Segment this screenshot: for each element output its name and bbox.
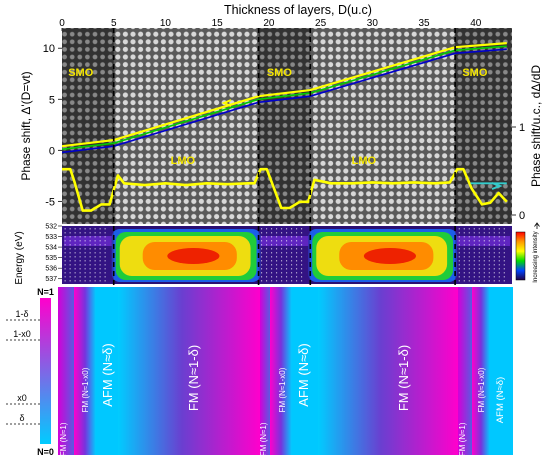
left-tick-label: -5 <box>45 196 55 208</box>
x-axis-ticks: 0 5 10 15 20 25 30 35 40 <box>59 18 482 31</box>
right-axis-title: Phase shift/u.c., dΔ/dD <box>529 65 543 187</box>
x-tick-label: 15 <box>212 18 224 29</box>
phase-band <box>472 287 490 455</box>
magnetic-phase-panel: AFM (N≈1) FM (N≈1-x0) AFM (N≈δ) FM (N≈1-δ) A… <box>58 287 513 461</box>
phase-shift-lines <box>62 42 507 154</box>
heat-smo-shade <box>62 226 114 284</box>
x-tick-label: 5 <box>111 18 117 29</box>
hrtem-panel: SMO LMO SMO LMO SMO <box>62 28 512 224</box>
smo-dark-bands <box>62 28 512 224</box>
right-axis-ticks: 10 <box>512 122 525 222</box>
derivative-series-0 <box>62 167 508 212</box>
x-tick-label: 30 <box>367 18 379 29</box>
phase-label: AFM (N≈δ) <box>495 377 506 423</box>
phase-series-0 <box>62 42 507 148</box>
phase-label: AFM (N≈δ) <box>296 343 311 406</box>
left-tick-label: 0 <box>49 145 55 157</box>
energy-axis-ticks: 532 533 534 535 536 537 <box>45 224 62 283</box>
heat-smo-band <box>64 236 112 246</box>
left-axis-ticks: 10 5 0 -5 <box>43 43 62 208</box>
n-scale-bottom: N=0 <box>37 447 54 457</box>
smo-band <box>258 28 311 224</box>
right-tick-label: 0 <box>519 210 525 222</box>
energy-tick-label: 535 <box>45 255 57 262</box>
n-mark-1-delta: 1-δ <box>15 309 28 319</box>
n-mark-x0: x0 <box>17 393 27 403</box>
x-axis-title: Thickness of layers, D(u.c) <box>224 3 372 17</box>
energy-tick-label: 537 <box>45 276 57 283</box>
energy-tick-label: 534 <box>45 245 57 252</box>
phase-band <box>458 287 472 455</box>
intensity-colorbar <box>515 231 526 281</box>
eels-heatmap <box>62 226 512 284</box>
energy-tick-label: 532 <box>45 224 57 231</box>
derivative-lines <box>62 167 508 212</box>
x-tick-label: 20 <box>263 18 275 29</box>
x-tick-label: 25 <box>315 18 327 29</box>
n-mark-1-x0: 1-x0 <box>13 329 31 339</box>
heat-smo-shade <box>258 226 311 284</box>
phase-label: FM (N≈1-δ) <box>396 345 411 411</box>
heat-layer-red <box>167 248 220 264</box>
phase-series-1 <box>62 45 507 151</box>
phase-band <box>490 287 513 455</box>
heat-layer-red <box>363 248 416 264</box>
x-tick-label: 10 <box>160 18 172 29</box>
region-label: LMO <box>171 155 196 167</box>
phase-label: AFM (N≈1) <box>458 422 467 461</box>
left-tick-label: 10 <box>43 43 55 55</box>
phase-band <box>118 287 260 455</box>
smo-stripes <box>64 228 505 282</box>
phase-band <box>260 287 270 455</box>
phase-band <box>292 287 318 455</box>
region-label: LMO <box>352 155 377 167</box>
heat-smo-band <box>457 236 510 246</box>
phase-series-2 <box>62 48 507 154</box>
layer-boundaries <box>112 28 456 287</box>
phase-band <box>96 287 118 455</box>
phase-band <box>58 287 74 455</box>
intensity-colorbar-label: Increasing intensity <box>533 231 539 282</box>
x-tick-label: 35 <box>419 18 431 29</box>
phase-label: FM (N≈1-x0) <box>81 367 90 412</box>
x-tick-label: 40 <box>470 18 482 29</box>
n-mark-delta: δ <box>19 413 24 423</box>
x-tick-label: 0 <box>59 18 65 29</box>
left-axis-title: Phase shift, Δ'(D=vt) <box>19 71 33 180</box>
energy-tick-label: 536 <box>45 266 57 273</box>
smo-band <box>62 28 114 224</box>
phase-label: FM (N≈1-δ) <box>186 345 201 411</box>
region-labels: SMO LMO SMO LMO SMO <box>68 67 488 167</box>
heat-smo-band <box>260 236 309 246</box>
energy-axis-title: Energy (eV) <box>14 231 25 284</box>
n-scale-gradient <box>40 298 51 444</box>
region-label: SMO <box>68 67 94 79</box>
phase-band <box>270 287 292 455</box>
energy-tick-label: 533 <box>45 234 57 241</box>
n-scale-top: N=1 <box>37 287 54 297</box>
phase-label: FM (N≈1-x0) <box>278 367 287 412</box>
intensity-arrow <box>534 222 540 229</box>
left-arrow-marker <box>221 99 232 107</box>
phase-label: AFM (N≈1) <box>59 422 68 461</box>
phase-label: FM (N≈1-x0) <box>477 367 486 412</box>
phase-band <box>318 287 458 455</box>
phase-label: AFM (N≈1) <box>259 422 268 461</box>
right-arrow-marker <box>491 182 503 190</box>
heat-smo-shade <box>455 226 512 284</box>
region-label: SMO <box>267 67 293 79</box>
phase-label: AFM (N≈δ) <box>100 343 115 406</box>
smo-band <box>455 28 512 224</box>
n-scale: N=1 N=0 1-δ 1-x0 x0 δ <box>6 287 54 457</box>
phase-band <box>74 287 96 455</box>
left-tick-label: 5 <box>49 94 55 106</box>
region-label: SMO <box>462 67 488 79</box>
right-tick-label: 1 <box>519 122 525 134</box>
